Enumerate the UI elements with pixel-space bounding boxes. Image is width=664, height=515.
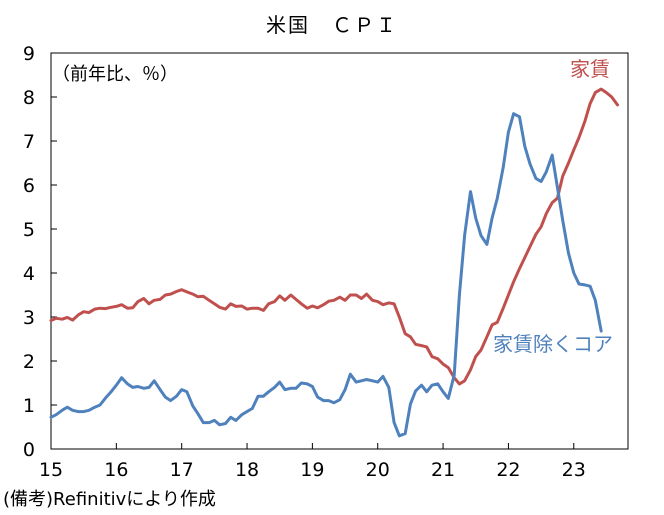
y-tick-label: 6	[23, 175, 35, 197]
y-tick-label: 1	[23, 395, 35, 417]
x-tick-label: 15	[39, 459, 63, 481]
x-tick-label: 18	[235, 459, 259, 481]
chart-title: 米国 ＣＰＩ	[266, 13, 398, 37]
x-tick-label: 23	[562, 459, 586, 481]
y-tick-label: 7	[23, 131, 35, 153]
series-line-rent	[49, 87, 619, 386]
x-tick-label: 16	[104, 459, 128, 481]
x-tick-label: 21	[431, 459, 455, 481]
series-label-core-ex-rent: 家賃除くコア	[493, 332, 613, 356]
x-tick-label: 22	[496, 459, 520, 481]
series-line-core-ex-rent	[49, 112, 603, 438]
y-tick-label: 4	[23, 263, 35, 285]
y-tick-label: 5	[23, 219, 35, 241]
x-tick-label: 17	[170, 459, 194, 481]
y-tick-label: 9	[23, 43, 35, 65]
unit-label: （前年比、％）	[52, 64, 178, 85]
plot-frame	[50, 52, 629, 450]
y-tick-label: 8	[23, 87, 35, 109]
y-tick-label: 2	[23, 351, 35, 373]
x-tick-label: 19	[300, 459, 324, 481]
plot-area	[49, 87, 619, 438]
y-tick-label: 0	[23, 439, 35, 461]
source-note: (備考)Refinitivにより作成	[3, 489, 216, 510]
series-label-rent: 家賃	[570, 57, 610, 81]
y-tick-label: 3	[23, 307, 35, 329]
x-tick-label: 20	[366, 459, 390, 481]
